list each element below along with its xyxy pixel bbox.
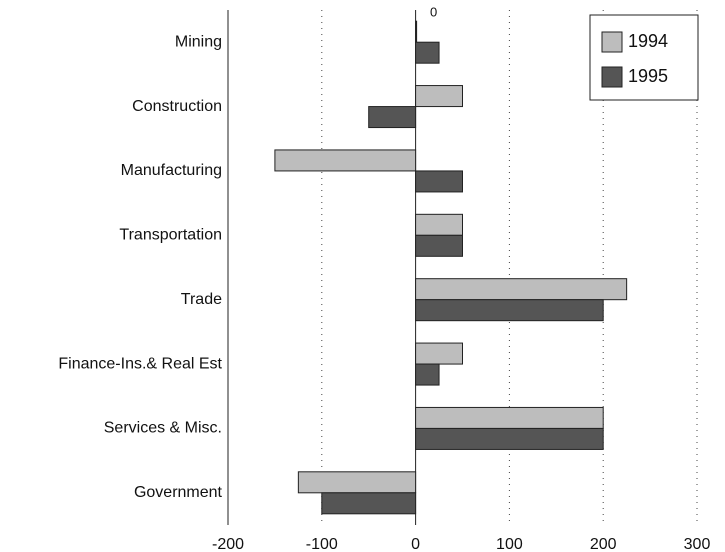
bar — [415, 41, 440, 64]
bar — [415, 427, 604, 450]
y-tick-label: Trade — [181, 291, 222, 308]
bar — [415, 85, 464, 108]
bar — [297, 471, 417, 494]
bar — [274, 149, 417, 172]
bar — [415, 342, 464, 365]
legend-label: 1994 — [628, 31, 668, 51]
bar — [415, 20, 418, 43]
bar — [415, 363, 440, 386]
bar — [415, 234, 464, 257]
bar — [415, 278, 628, 301]
y-tick-label: Transportation — [119, 227, 222, 244]
bar — [415, 213, 464, 236]
data-label: 0 — [430, 5, 437, 20]
y-tick-label: Mining — [175, 33, 222, 50]
bar — [368, 106, 417, 129]
bar — [415, 299, 604, 322]
legend-box — [589, 14, 699, 101]
x-tick-label: -200 — [212, 536, 244, 552]
bar — [415, 170, 464, 193]
x-tick-label: 300 — [684, 536, 711, 552]
x-tick-label: 200 — [590, 536, 617, 552]
bar — [321, 492, 417, 515]
legend-swatch — [601, 66, 623, 88]
legend-label: 1995 — [628, 66, 668, 86]
x-tick-label: 0 — [411, 536, 420, 552]
legend-swatch — [601, 31, 623, 53]
y-tick-label: Finance-Ins.& Real Est — [58, 355, 222, 372]
y-tick-label: Services & Misc. — [104, 420, 222, 437]
y-tick-label: Government — [134, 484, 223, 501]
x-tick-label: 100 — [496, 536, 523, 552]
y-tick-label: Construction — [132, 98, 222, 115]
bar — [415, 406, 604, 429]
y-tick-label: Manufacturing — [121, 162, 222, 179]
x-tick-label: -100 — [306, 536, 338, 552]
